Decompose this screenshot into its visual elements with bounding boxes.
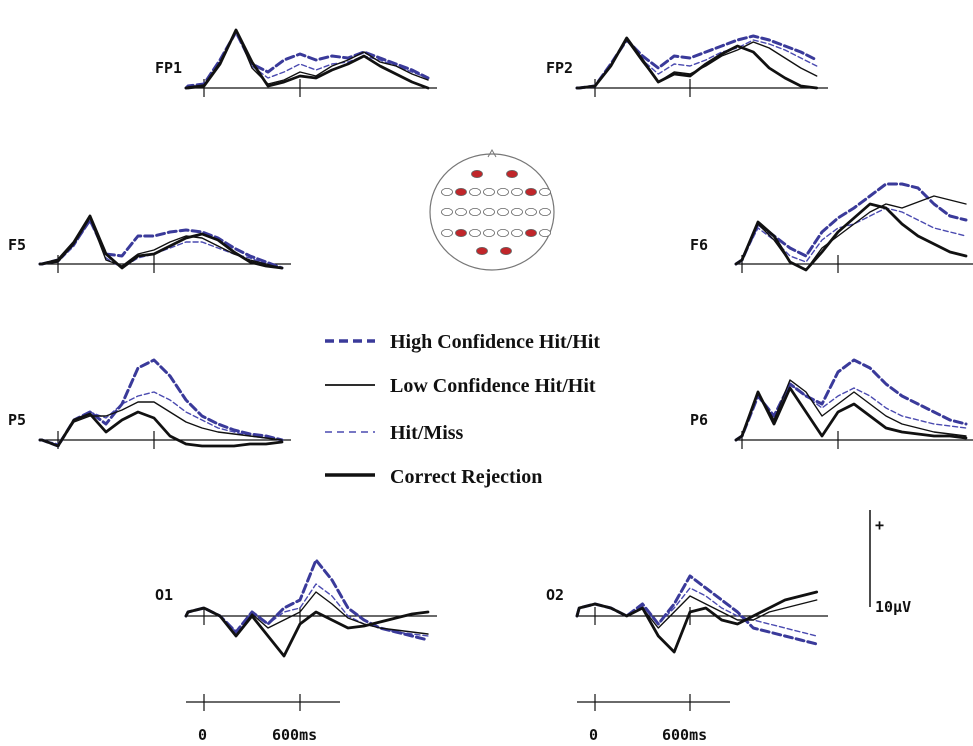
electrode-2-5 (511, 207, 523, 216)
electrode-4-0 (476, 246, 488, 255)
series-f6-hit-miss (735, 207, 967, 265)
panel-f5: F5 (8, 214, 291, 273)
electrode-3-0 (441, 228, 453, 237)
electrode-2-1 (455, 207, 467, 216)
electrode-grid (441, 169, 551, 255)
electrode-1-4 (497, 187, 509, 196)
electrode-3-3 (483, 228, 495, 237)
channel-label-o2: O2 (546, 586, 564, 604)
erp-panels: FP1 FP2 F5 F6 P5 P6 O1 O2 (8, 28, 973, 658)
panel-o2: O2 (546, 574, 828, 654)
electrode-head-map (429, 148, 555, 271)
electrode-1-0 (441, 187, 453, 196)
channel-label-p6: P6 (690, 411, 708, 429)
series-o2-correct-rejection (575, 590, 819, 654)
electrode-3-5 (511, 228, 523, 237)
legend: High Confidence Hit/Hit Low Confidence H… (325, 331, 600, 488)
series-f6-high-confidence-hit-hit (734, 182, 968, 266)
legend-label-low-confidence: Low Confidence Hit/Hit (390, 375, 596, 397)
series-p6-correct-rejection (734, 386, 968, 442)
scale-bar-plus-label: + (875, 516, 884, 534)
time-axis-left: 0 600ms (186, 694, 340, 744)
panel-f6: F6 (690, 182, 973, 273)
electrode-1-7 (539, 187, 551, 196)
electrode-3-2 (469, 228, 481, 237)
time-axis-left-label-600: 600ms (272, 726, 317, 744)
electrode-1-3 (483, 187, 495, 196)
electrode-4-1 (500, 246, 512, 255)
series-o1-correct-rejection (184, 606, 430, 658)
electrode-1-1 (455, 187, 467, 196)
series-o1-high-confidence-hit-hit (184, 558, 430, 642)
series-p5-correct-rejection (38, 410, 284, 448)
electrode-1-6 (525, 187, 537, 196)
panel-p5: P5 (8, 358, 291, 449)
series-f5-high-confidence-hit-hit (38, 218, 284, 270)
electrode-2-7 (539, 207, 551, 216)
electrode-3-1 (455, 228, 467, 237)
panel-o1: O1 (155, 558, 437, 658)
time-axis-left-label-0: 0 (198, 726, 207, 744)
electrode-2-3 (483, 207, 495, 216)
channel-label-f5: F5 (8, 236, 26, 254)
series-f6-low-confidence-hit-hit (735, 195, 967, 271)
panel-p6: P6 (690, 358, 973, 449)
channel-label-fp2: FP2 (546, 59, 573, 77)
time-axis-right-label-0: 0 (589, 726, 598, 744)
panel-fp2: FP2 (546, 34, 828, 97)
electrode-1-2 (469, 187, 481, 196)
electrode-2-2 (469, 207, 481, 216)
series-f6-correct-rejection (734, 202, 968, 272)
channel-label-o1: O1 (155, 586, 173, 604)
series-p5-hit-miss (39, 391, 283, 445)
series-fp1-high-confidence-hit-hit (184, 30, 430, 90)
electrode-0-0 (471, 169, 483, 178)
channel-label-f6: F6 (690, 236, 708, 254)
series-p5-high-confidence-hit-hit (38, 358, 284, 448)
series-fp1-hit-miss (185, 31, 429, 89)
series-fp1-correct-rejection (184, 28, 430, 90)
series-fp2-correct-rejection (575, 36, 819, 90)
voltage-scale-bar: + 10μV (869, 510, 911, 616)
series-o2-hit-miss (576, 587, 818, 637)
electrode-3-6 (525, 228, 537, 237)
time-axis-right-label-600: 600ms (662, 726, 707, 744)
electrode-0-1 (506, 169, 518, 178)
channel-label-fp1: FP1 (155, 59, 182, 77)
electrode-2-0 (441, 207, 453, 216)
series-f5-correct-rejection (38, 214, 284, 270)
series-o1-hit-miss (185, 583, 429, 637)
electrode-2-6 (525, 207, 537, 216)
electrode-3-4 (497, 228, 509, 237)
electrode-2-4 (497, 207, 509, 216)
nose-marker (487, 148, 497, 158)
electrode-3-7 (539, 228, 551, 237)
legend-label-high-confidence: High Confidence Hit/Hit (390, 331, 600, 353)
electrode-1-5 (511, 187, 523, 196)
panel-fp1: FP1 (155, 28, 437, 97)
legend-label-correct-rejection: Correct Rejection (390, 466, 542, 488)
legend-label-hit-miss: Hit/Miss (390, 422, 464, 444)
channel-label-p5: P5 (8, 411, 26, 429)
time-axis-right: 0 600ms (577, 694, 730, 744)
series-p6-high-confidence-hit-hit (734, 358, 968, 442)
scale-bar-value-label: 10μV (875, 598, 911, 616)
